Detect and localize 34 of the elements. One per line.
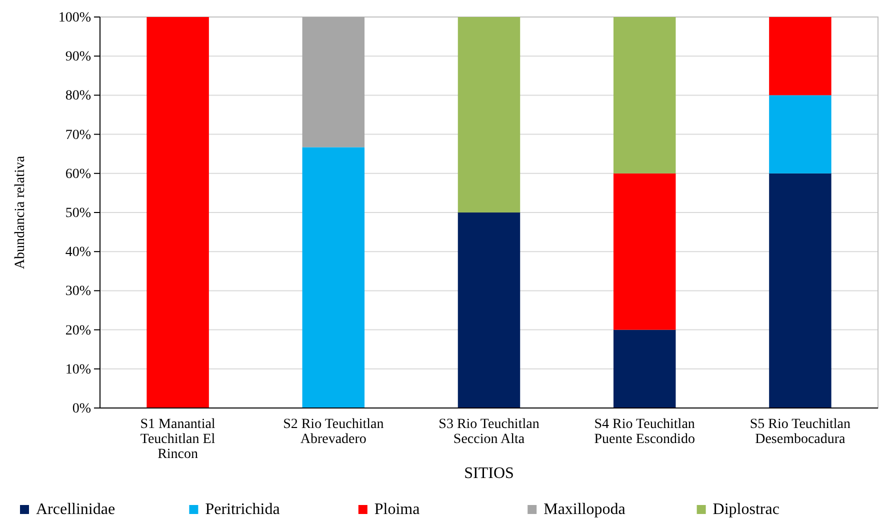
- y-axis-title: Abundancia relativa: [13, 155, 28, 270]
- y-tick-label: 20%: [65, 323, 92, 338]
- bar: [146, 17, 209, 408]
- legend-label: Peritrichida: [205, 501, 280, 518]
- x-axis-title: SITIOS: [464, 465, 514, 482]
- x-tick-label: S2 Rio Teuchitlan Abrevadero: [283, 417, 384, 447]
- x-tick-label: S3 Rio Teuchitlan Seccion Alta: [438, 417, 540, 447]
- bar: [613, 330, 676, 408]
- y-tick-label: 70%: [65, 128, 92, 143]
- bar: [458, 17, 520, 212]
- bar: [613, 17, 676, 174]
- legend-label: Maxillopoda: [544, 501, 626, 518]
- x-tick-label: S4 Rio Teuchitlan Puente Escondido: [594, 417, 695, 447]
- y-tick-label: 90%: [65, 50, 92, 65]
- y-tick-label: 60%: [65, 166, 92, 182]
- legend-label: Ploima: [374, 501, 420, 518]
- y-tick-label: 100%: [58, 10, 92, 26]
- bar: [302, 147, 365, 408]
- y-tick-label: 80%: [65, 88, 92, 104]
- legend-label: Arcellinidae: [36, 501, 116, 518]
- x-tick-label: S5 Rio Teuchitlan Desembocadura: [750, 417, 851, 447]
- y-tick-label: 30%: [65, 284, 92, 300]
- y-tick-label: 40%: [65, 245, 92, 260]
- y-tick-label: 10%: [65, 362, 92, 378]
- bar: [769, 17, 832, 96]
- x-tick-label: S1 Manantial Teuchitlan El Rincon: [140, 417, 216, 462]
- y-tick-label: 50%: [65, 206, 92, 221]
- y-tick-label: 0%: [72, 401, 92, 416]
- bar: [613, 173, 676, 330]
- bar: [458, 212, 520, 408]
- legend-label: Diplostrac: [712, 501, 780, 518]
- bar: [769, 95, 832, 174]
- bar: [302, 17, 365, 148]
- bar: [769, 173, 832, 408]
